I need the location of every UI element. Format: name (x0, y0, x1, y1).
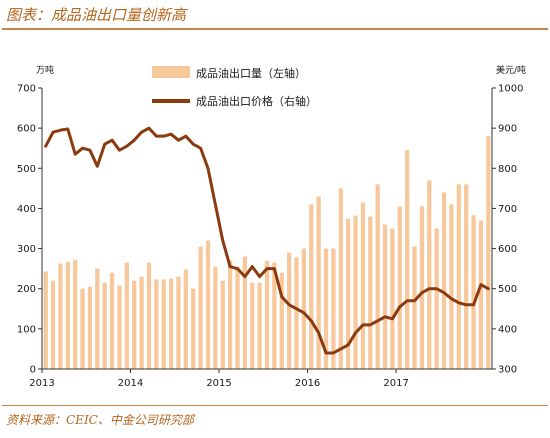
bar (205, 240, 211, 369)
bar (360, 202, 366, 369)
bar (257, 282, 262, 369)
left-tick-label: 200 (17, 284, 36, 295)
bar (353, 215, 358, 369)
right-tick-label: 700 (498, 204, 517, 215)
line-layer (44, 126, 490, 355)
left-tick-label: 100 (17, 324, 36, 335)
bar (250, 282, 255, 369)
bar (154, 279, 159, 369)
footer-divider (2, 405, 548, 406)
bar (427, 180, 432, 369)
bar (471, 215, 476, 369)
bar (405, 150, 410, 369)
bar (390, 228, 395, 369)
x-tick-label: 2015 (206, 378, 231, 389)
bar (338, 188, 343, 369)
bars-layer (43, 136, 491, 369)
bar (117, 285, 122, 369)
bar (161, 279, 166, 369)
bar (382, 224, 388, 369)
bar (146, 262, 152, 369)
bar (183, 269, 188, 369)
bar (124, 262, 129, 369)
bar (346, 218, 351, 369)
legend-label-bar: 成品油出口量（左轴） (196, 66, 306, 80)
right-axis-unit: 美元/吨 (496, 64, 526, 76)
left-tick-label: 0 (30, 365, 36, 376)
bar (264, 260, 270, 369)
page-title: 图表：成品油出口量创新高 (6, 6, 187, 24)
bar (191, 288, 196, 369)
bar (486, 136, 491, 369)
left-tick-label: 300 (17, 244, 36, 255)
right-tick-label: 800 (498, 164, 517, 175)
bar (50, 280, 56, 369)
x-tick-label: 2014 (118, 378, 143, 389)
bar (102, 282, 107, 369)
axes-layer (38, 87, 496, 373)
bar (132, 280, 137, 369)
right-tick-label: 900 (498, 124, 517, 135)
bar (279, 272, 284, 369)
left-tick-label: 500 (17, 164, 36, 175)
bar (58, 263, 63, 369)
bar (198, 246, 203, 369)
bar (43, 271, 48, 369)
bar (478, 220, 484, 369)
right-tick-label: 300 (498, 365, 517, 376)
bar (139, 276, 144, 369)
left-tick-label: 700 (17, 84, 36, 95)
bar (301, 248, 307, 369)
price-line (44, 126, 490, 355)
x-tick-label: 2013 (29, 378, 54, 389)
bar (242, 256, 248, 369)
bar (168, 278, 174, 369)
source-note: 资料来源：CEIC、中金公司研究部 (6, 413, 194, 427)
bar (441, 192, 447, 369)
bar (272, 262, 277, 369)
legend: 成品油出口量（左轴） 成品油出口价格（右轴） (152, 66, 317, 108)
right-tick-label: 400 (498, 324, 517, 335)
left-tick-label: 400 (17, 204, 36, 215)
right-tick-label: 600 (498, 244, 517, 255)
legend-label-line: 成品油出口价格（右轴） (196, 94, 317, 108)
bar (375, 184, 380, 369)
bar (95, 268, 100, 369)
bar (286, 252, 292, 369)
bar (227, 260, 233, 369)
bar (80, 288, 85, 369)
legend-swatch-bar (152, 66, 190, 78)
bar (323, 248, 329, 369)
left-tick-label: 600 (17, 124, 36, 135)
bar (294, 257, 299, 369)
bar (176, 276, 181, 369)
bar (449, 204, 454, 369)
bar (412, 246, 417, 369)
right-tick-label: 500 (498, 284, 517, 295)
bar (397, 206, 402, 369)
bar (456, 184, 461, 369)
bar (316, 196, 321, 369)
bar (213, 266, 218, 369)
bar (73, 259, 78, 369)
right-tick-label: 1000 (498, 84, 523, 95)
bar (368, 216, 373, 369)
bar (309, 204, 314, 369)
bar (434, 228, 439, 369)
labels-layer: 0 100 200 300 400 500 600 700 300 400 500 600 700 800… (17, 64, 526, 389)
bar (87, 286, 93, 369)
left-axis-unit: 万吨 (36, 64, 54, 76)
bar (464, 184, 469, 369)
bar (65, 261, 70, 369)
bar (419, 206, 425, 369)
x-tick-label: 2017 (383, 378, 408, 389)
bar (109, 272, 115, 369)
bar (235, 266, 240, 369)
bar (220, 280, 225, 369)
title-divider (2, 28, 548, 30)
x-tick-label: 2016 (295, 378, 320, 389)
bar (331, 248, 336, 369)
